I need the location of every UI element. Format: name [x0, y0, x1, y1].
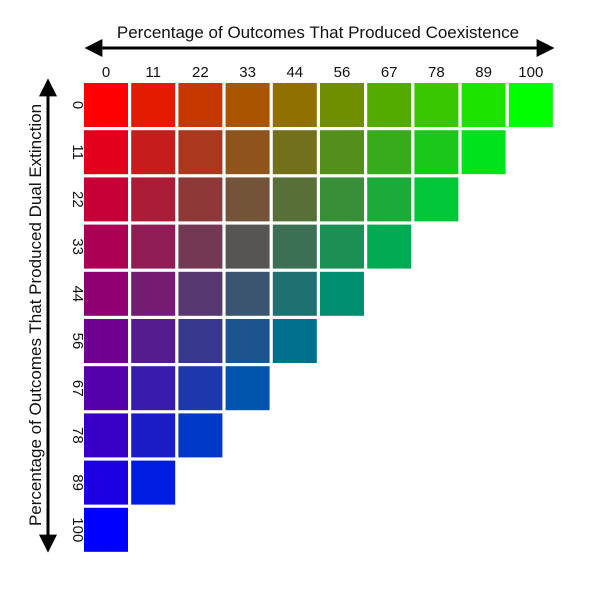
x-axis-title: Percentage of Outcomes That Produced Coe…	[117, 23, 519, 42]
heatmap-cells	[84, 83, 553, 552]
heatmap-cell	[131, 271, 176, 316]
heatmap-cell	[178, 177, 223, 222]
heatmap-cell	[225, 319, 270, 363]
heatmap-cell	[84, 224, 128, 269]
heatmap-cell	[367, 83, 412, 127]
y-tick-label: 56	[69, 333, 86, 350]
x-axis-tick-labels: 0 11 22 33 44 56 67 78 89 100	[102, 64, 543, 81]
x-tick-label: 0	[102, 64, 110, 81]
heatmap-cell	[178, 366, 223, 411]
heatmap-cell	[131, 177, 176, 222]
heatmap-cell	[84, 177, 128, 222]
heatmap-cell	[131, 319, 176, 363]
heatmap-cell	[84, 366, 128, 411]
heatmap-cell	[225, 177, 270, 222]
x-tick-label: 22	[192, 64, 209, 81]
y-tick-label: 33	[69, 238, 86, 255]
heatmap-cell	[414, 83, 459, 127]
x-tick-label: 56	[334, 64, 351, 81]
heatmap-cell	[461, 130, 506, 175]
heatmap-cell	[178, 83, 223, 127]
heatmap-cell	[225, 366, 270, 411]
heatmap-cell	[225, 83, 270, 127]
heatmap-cell	[272, 271, 317, 316]
heatmap-cell	[84, 460, 128, 505]
y-tick-label: 22	[69, 191, 86, 208]
y-tick-label: 67	[69, 380, 86, 397]
heatmap-cell	[178, 224, 223, 269]
heatmap-cell	[178, 319, 223, 363]
heatmap-cell	[225, 130, 270, 175]
heatmap-cell	[272, 224, 317, 269]
x-tick-label: 44	[286, 64, 303, 81]
heatmap-cell	[225, 224, 270, 269]
heatmap-cell	[84, 413, 128, 458]
heatmap-cell	[367, 177, 412, 222]
heatmap-cell	[272, 83, 317, 127]
heatmap-cell	[178, 130, 223, 175]
x-tick-label: 89	[475, 64, 492, 81]
y-tick-label: 44	[69, 285, 86, 302]
heatmap-cell	[84, 83, 128, 127]
heatmap-cell	[461, 83, 506, 127]
y-tick-label: 0	[69, 101, 86, 109]
x-tick-label: 67	[381, 64, 398, 81]
heatmap-cell	[272, 130, 317, 175]
y-axis-tick-labels: 0 11 22 33 44 56 67 78 89 100	[69, 101, 86, 542]
heatmap-cell	[225, 271, 270, 316]
x-tick-label: 33	[239, 64, 256, 81]
heatmap-cell	[414, 177, 459, 222]
y-tick-label: 89	[69, 474, 86, 491]
y-tick-label: 11	[69, 144, 86, 160]
heatmap-cell	[131, 224, 176, 269]
heatmap-cell	[131, 413, 176, 458]
heatmap-cell	[131, 366, 176, 411]
heatmap-cell	[84, 507, 128, 552]
x-tick-label: 11	[145, 64, 161, 81]
heatmap-cell	[320, 83, 364, 127]
heatmap-cell	[320, 224, 364, 269]
x-tick-label: 100	[518, 64, 543, 81]
x-tick-label: 78	[428, 64, 445, 81]
heatmap-cell	[131, 130, 176, 175]
y-axis-title: Percentage of Outcomes That Produced Dua…	[26, 104, 45, 526]
heatmap-cell	[131, 460, 176, 505]
heatmap-cell	[320, 130, 364, 175]
y-tick-label: 78	[69, 427, 86, 444]
heatmap-cell	[272, 177, 317, 222]
heatmap-cell	[84, 271, 128, 316]
y-tick-label: 100	[69, 517, 86, 542]
heatmap-cell	[414, 130, 459, 175]
heatmap-cell	[367, 130, 412, 175]
heatmap-cell	[178, 413, 223, 458]
heatmap-cell	[320, 177, 364, 222]
heatmap-cell	[84, 130, 128, 175]
heatmap-cell	[272, 319, 317, 363]
heatmap-cell	[320, 271, 364, 316]
heatmap-cell	[131, 83, 176, 127]
heatmap-cell	[367, 224, 412, 269]
heatmap-cell	[178, 271, 223, 316]
heatmap-cell	[84, 319, 128, 363]
heatmap-cell	[508, 83, 553, 127]
